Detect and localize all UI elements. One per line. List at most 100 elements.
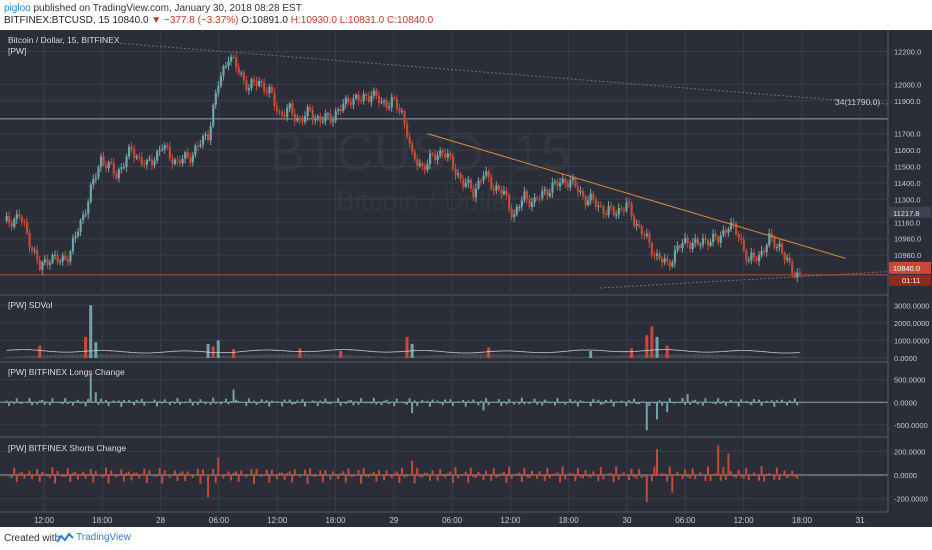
shorts-bar [676, 471, 679, 475]
candle-body [337, 109, 340, 112]
shorts-bar [732, 475, 735, 477]
volume-bar [648, 354, 651, 358]
longs-bar [773, 402, 776, 407]
candle-body [610, 206, 613, 208]
candle-body [204, 134, 207, 137]
author-link[interactable]: pigloo [4, 3, 31, 14]
volume-bar [140, 354, 143, 358]
tradingview-link[interactable]: TradingView [76, 532, 132, 543]
longs-bar [765, 400, 768, 403]
volume-bar [71, 354, 74, 358]
volume-bar [712, 354, 715, 358]
candle-body [477, 180, 480, 189]
volume-bar [505, 354, 508, 358]
candle-body [92, 179, 95, 185]
volume-bar [783, 356, 786, 358]
shorts-bar [668, 466, 671, 475]
shorts-bar [260, 475, 263, 477]
longs-bar [648, 402, 651, 406]
shorts-bar [168, 475, 171, 478]
volume-bar [778, 356, 781, 358]
longs-bar [283, 399, 286, 403]
volume-bar [763, 356, 766, 358]
candle-body [502, 190, 506, 195]
candle-body [474, 188, 478, 198]
candle-body [316, 116, 319, 120]
shorts-bar [156, 475, 159, 477]
candle-body [130, 146, 133, 150]
volume-bar [791, 356, 794, 358]
volume-bar [423, 355, 426, 358]
candle-body [712, 233, 715, 242]
candle-body [94, 177, 98, 180]
longs-bar [451, 402, 454, 406]
longs-bar [571, 402, 574, 404]
volume-bar [426, 355, 429, 358]
volume-bar [548, 355, 551, 358]
shorts-bar [707, 466, 709, 475]
shorts-bar [500, 473, 503, 475]
shorts-bar [520, 475, 523, 482]
volume-bar [431, 355, 434, 358]
longs-bar [732, 402, 735, 404]
shorts-bar [357, 470, 360, 475]
shorts-bar [283, 475, 286, 480]
volume-bar [278, 354, 281, 358]
shorts-bar [273, 474, 276, 475]
candle-body [184, 152, 187, 159]
candle-body [569, 180, 572, 188]
candle-body [798, 272, 802, 274]
longs-bar [610, 399, 613, 403]
shorts-bar [569, 472, 572, 475]
shorts-bar [76, 475, 79, 480]
longs-bar [227, 402, 230, 405]
volume-bar [51, 354, 54, 358]
volume-bar [735, 355, 738, 358]
volume-bar [230, 355, 233, 358]
candle-body [245, 80, 248, 91]
shorts-bar [337, 475, 340, 480]
volume-bar [758, 356, 761, 358]
longs-bar [46, 401, 49, 403]
longs-bar [130, 402, 133, 404]
candle-body [681, 242, 684, 249]
longs-bar [479, 400, 482, 403]
shorts-bar [742, 475, 745, 479]
longs-bar [270, 400, 273, 403]
shorts-bar [592, 471, 595, 475]
candle-body [472, 188, 475, 198]
volume-bar [329, 354, 332, 358]
volume-bar [617, 355, 620, 358]
volume-bar [574, 356, 577, 358]
shorts-bar [612, 475, 615, 483]
candle-body [278, 111, 281, 113]
candle-body [319, 116, 322, 122]
longs-bar [247, 398, 250, 403]
shorts-bar [485, 470, 488, 475]
volume-bar [513, 354, 516, 358]
volume-bar [337, 354, 340, 358]
candle-body [385, 100, 388, 108]
volume-bar [400, 356, 403, 358]
chart-canvas[interactable]: BTCUSD, 15 Bitcoin / Dollar 12:00 18:00 28… [0, 30, 932, 527]
candle-body [548, 193, 552, 197]
volume-bar [508, 354, 511, 358]
volume-bar [291, 354, 294, 358]
shorts-bar [574, 475, 577, 482]
shorts-bar [482, 475, 485, 480]
y-tick-label: 11160.0 [894, 218, 920, 227]
shorts-bar [352, 475, 355, 477]
longs-bar [678, 402, 681, 404]
longs-bar [701, 402, 704, 406]
chart-svg[interactable]: BTCUSD, 15 Bitcoin / Dollar 12:00 18:00 28… [0, 30, 932, 527]
volume-bar [380, 356, 383, 358]
longs-bar [324, 398, 327, 403]
shorts-bar [309, 468, 312, 475]
volume-bar [464, 354, 467, 358]
longs-bar [258, 402, 261, 404]
shorts-bar [372, 471, 375, 475]
shorts-bar [439, 469, 442, 475]
volume-bar [48, 355, 51, 358]
longs-bar [546, 401, 549, 403]
shorts-bar [311, 475, 314, 477]
